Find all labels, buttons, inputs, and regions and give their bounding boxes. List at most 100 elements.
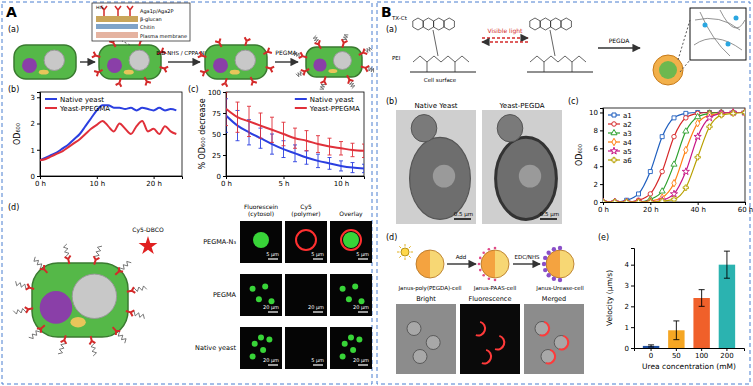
tick: 100 [208, 89, 226, 97]
legend-item: a1 [608, 112, 632, 120]
legend-swatch [45, 107, 57, 109]
axis-line [604, 203, 746, 206]
data-point [659, 188, 665, 193]
tem-image: 0.5 μm [482, 110, 562, 224]
data-point [730, 109, 737, 116]
plot-frame [603, 108, 745, 202]
micrograph: 5 μm [285, 327, 327, 369]
data-point [706, 114, 713, 121]
zoom-line [122, 41, 130, 45]
panel-label: (a) [8, 25, 19, 34]
data-point [696, 119, 700, 126]
series-line [603, 112, 745, 202]
chart: 0 h5 h10 h0255075100% OD₆₀₀ decreaseNati… [198, 89, 366, 188]
tick-mark [698, 202, 699, 205]
tick-label: 100 [208, 89, 221, 97]
tick-mark [631, 348, 634, 349]
cell-label: Janus-Urease-cell [535, 285, 584, 292]
series-line [226, 109, 364, 151]
tick: 40 h [690, 202, 706, 214]
tick-mark [154, 176, 155, 179]
tick-label: 50 [672, 352, 681, 360]
tick: 0 h [35, 176, 46, 188]
panel-letter: B [381, 4, 392, 20]
scale-bar-label: 20 μm [263, 304, 279, 311]
inset-label: Chitin [140, 24, 155, 30]
tick: 10 [589, 109, 603, 117]
tick-label: 4 [594, 163, 599, 171]
tick: 50 [672, 348, 681, 360]
legend-item: a4 [608, 138, 632, 146]
plot-area [643, 251, 735, 348]
data-point [672, 179, 676, 186]
axis-line [635, 349, 745, 352]
data-point [648, 199, 653, 202]
tick-label: 50 [212, 131, 221, 139]
micrograph: 20 μm [240, 327, 282, 369]
tick-label: 10 [589, 109, 598, 117]
legend-marker [611, 129, 617, 134]
axis: 0123 [31, 93, 41, 181]
axis-title: OD₆₀₀ [575, 144, 584, 166]
scale-bar-label: 20 μm [353, 304, 369, 311]
chart: 0 h10 h20 h0123OD₆₀₀Native yeastYeast-PP… [13, 92, 183, 188]
scale-bar-label: 5 μm [356, 251, 369, 258]
series-line [603, 112, 745, 202]
image-title: Bright [416, 295, 436, 303]
tick: 1 [31, 146, 40, 154]
scale-bar-label: 5 μm [266, 251, 279, 258]
data-point [611, 198, 618, 202]
error-bar [724, 251, 730, 278]
legend-label: Native yeast [310, 96, 354, 104]
tick-mark [284, 176, 285, 179]
cell-label: Janus-poly(PEGDA)-cell [397, 285, 462, 292]
arrow [482, 37, 528, 38]
molecule-label: TX-Ct [391, 15, 408, 21]
axis-line [631, 249, 635, 349]
tick-mark [631, 327, 634, 328]
data-point [672, 134, 677, 139]
image-title: Merged [542, 295, 566, 303]
panel-label: (d) [8, 203, 19, 212]
ring [413, 18, 423, 30]
legend-swatch [295, 98, 307, 100]
data-point [612, 198, 618, 202]
tick-label: 60 h [738, 206, 753, 214]
tick-label: 25 [212, 152, 221, 160]
error-bar [673, 321, 679, 340]
series-line [40, 121, 176, 160]
data-point [660, 135, 664, 139]
legend: a1a2a3a4a5a6 [608, 112, 632, 165]
tick-mark [223, 113, 226, 114]
data-point [603, 198, 607, 202]
tick-label: 0 [649, 352, 653, 360]
surface [410, 71, 476, 72]
tick: 4 [625, 261, 634, 269]
cell-label: Janus-PAAS-cell [473, 285, 517, 292]
ring [434, 18, 444, 30]
data-point [683, 185, 688, 190]
panel-frame [2, 2, 372, 384]
legend-marker [612, 138, 616, 145]
tick: 0 h [221, 176, 232, 188]
tick-label: 75 [212, 110, 221, 118]
tick: 50 [212, 131, 226, 139]
arrow [80, 61, 95, 62]
data-point [682, 168, 689, 175]
legend-label: Yeast-PPEGMA [59, 105, 110, 113]
tick: 0 [594, 199, 603, 207]
tick-mark [223, 134, 226, 135]
data-point [719, 112, 724, 117]
tick-label: 0 h [221, 180, 232, 188]
panel-A: A(a)HISAga1p/Aga2Pβ-glucanChitinPlasma m… [6, 3, 374, 369]
tick-mark [37, 124, 40, 125]
legend-marker [610, 147, 617, 154]
tick-mark [676, 348, 677, 351]
tick-label: 2 [625, 303, 629, 311]
legend: Native yeastYeast-PPEGMA [45, 96, 110, 113]
legend-item: a2 [608, 121, 632, 129]
janus-cell [542, 246, 574, 282]
data-point [623, 198, 630, 202]
plot-frame [226, 92, 364, 176]
arrow-label: EDC/NHS [514, 254, 540, 260]
